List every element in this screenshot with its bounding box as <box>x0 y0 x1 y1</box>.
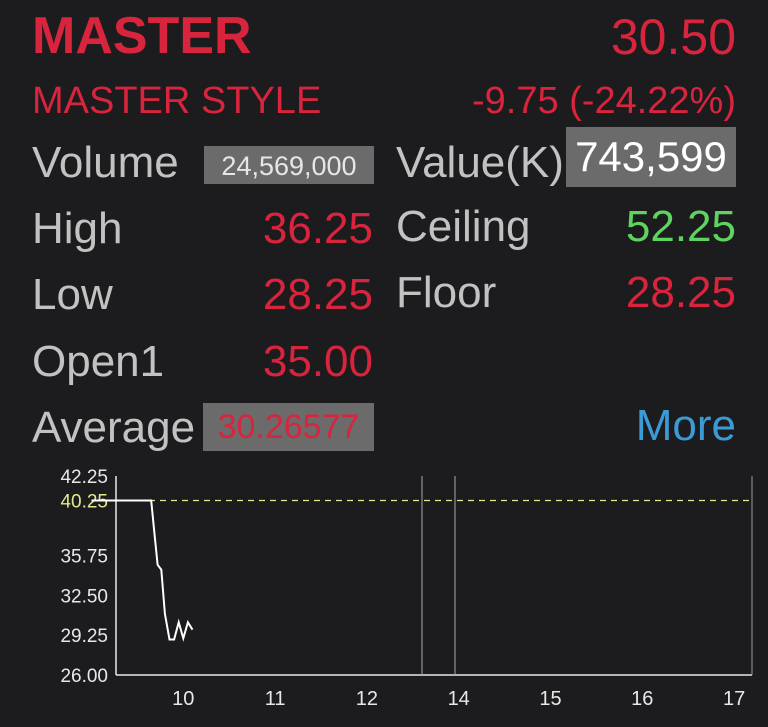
y-tick-label: 42.25 <box>60 467 108 488</box>
x-tick-label: 10 <box>172 688 194 710</box>
average-value: 30.26577 <box>203 403 374 451</box>
y-tick-label: 29.25 <box>60 626 108 647</box>
x-tick-label: 17 <box>723 688 745 710</box>
x-tick-label: 11 <box>265 688 286 710</box>
low-value: 28.25 <box>262 270 373 319</box>
value-label: Value(K) <box>396 138 564 187</box>
x-tick-label: 14 <box>448 688 470 710</box>
volume-label: Volume <box>32 138 179 187</box>
intraday-price-chart: 42.25 40.25 35.75 32.50 29.25 26.00 10 11 12 14 1… <box>60 467 753 710</box>
last-price: 30.50 <box>610 9 736 65</box>
open-label: Open1 <box>32 337 165 386</box>
y-tick-label: 32.50 <box>60 586 108 607</box>
y-tick-label: 40.25 <box>60 491 108 512</box>
high-value: 36.25 <box>262 204 373 253</box>
y-tick-label: 35.75 <box>60 547 108 568</box>
x-tick-label: 15 <box>539 688 561 710</box>
x-tick-label: 16 <box>631 688 653 710</box>
volume-value: 24,569,000 <box>204 146 374 184</box>
open-value: 35.00 <box>262 337 373 386</box>
price-change: -9.75 (-24.22%) <box>471 80 736 122</box>
high-label: High <box>32 204 123 253</box>
price-line <box>91 499 194 642</box>
low-label: Low <box>32 270 113 319</box>
x-tick-label: 12 <box>356 688 378 710</box>
trade-value: 743,599 <box>566 127 736 187</box>
floor-value: 28.25 <box>625 268 736 317</box>
floor-label: Floor <box>396 268 497 317</box>
stock-symbol: MASTER <box>32 7 252 65</box>
average-label: Average <box>32 403 196 452</box>
ceiling-label: Ceiling <box>396 202 531 251</box>
more-link[interactable]: More <box>635 401 736 450</box>
ceiling-value: 52.25 <box>625 202 736 251</box>
company-name: MASTER STYLE <box>32 80 322 122</box>
y-tick-label: 26.00 <box>60 666 108 687</box>
